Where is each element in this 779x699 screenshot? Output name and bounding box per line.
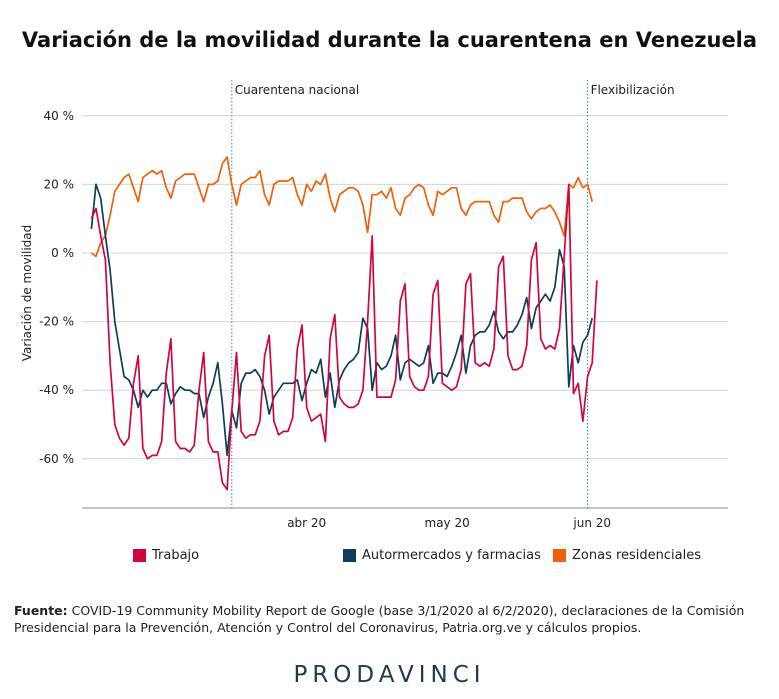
y-tick-label: -40 % [39, 383, 74, 397]
source-note: Fuente: COVID-19 Community Mobility Repo… [14, 602, 764, 636]
source-label: Fuente: [14, 603, 68, 618]
source-text: COVID-19 Community Mobility Report de Go… [14, 603, 745, 635]
chart-title: Variación de la movilidad durante la cua… [21, 28, 758, 52]
y-axis-label: Variación de movilidad [20, 225, 34, 361]
legend-label-residenciales: Zonas residenciales [572, 548, 702, 563]
y-tick-label: -60 % [39, 452, 74, 466]
series-lines [90, 156, 598, 491]
y-tick-label: 20 % [44, 177, 75, 191]
brand-logo: PRODAVINCI [293, 662, 486, 688]
annotation-label: Cuarentena nacional [235, 83, 359, 97]
legend-swatch-trabajo [133, 549, 146, 562]
annotations: Cuarentena nacional Flexibilización [231, 80, 675, 508]
y-tick-label: 40 % [44, 109, 75, 123]
y-axis-ticks: 40 % 20 % 0 % -20 % -40 % -60 % [39, 109, 74, 466]
y-tick-label: -20 % [39, 315, 74, 329]
y-tick-label: 0 % [51, 246, 74, 260]
x-tick-label: jun 20 [572, 516, 611, 530]
series-line-2 [90, 156, 594, 258]
x-tick-label: abr 20 [287, 516, 326, 530]
line-chart: 40 % 20 % 0 % -20 % -40 % -60 % Cuarentena na… [20, 80, 728, 530]
legend-swatch-automercados [343, 549, 356, 562]
legend-label-automercados: Autormercados y farmacias [362, 548, 541, 563]
legend-label-trabajo: Trabajo [152, 548, 200, 563]
x-axis-ticks: abr 20 may 20 jun 20 [287, 516, 611, 530]
series-line-1 [90, 183, 594, 457]
series-line-0 [90, 183, 598, 491]
legend-item-automercados: Autormercados y farmacias [343, 548, 541, 563]
x-tick-label: may 20 [425, 516, 470, 530]
legend-item-residenciales: Zonas residenciales [553, 548, 701, 563]
annotation-label: Flexibilización [591, 83, 675, 97]
gridlines [82, 115, 728, 460]
legend-item-trabajo: Trabajo [133, 548, 199, 563]
legend-swatch-residenciales [553, 549, 566, 562]
